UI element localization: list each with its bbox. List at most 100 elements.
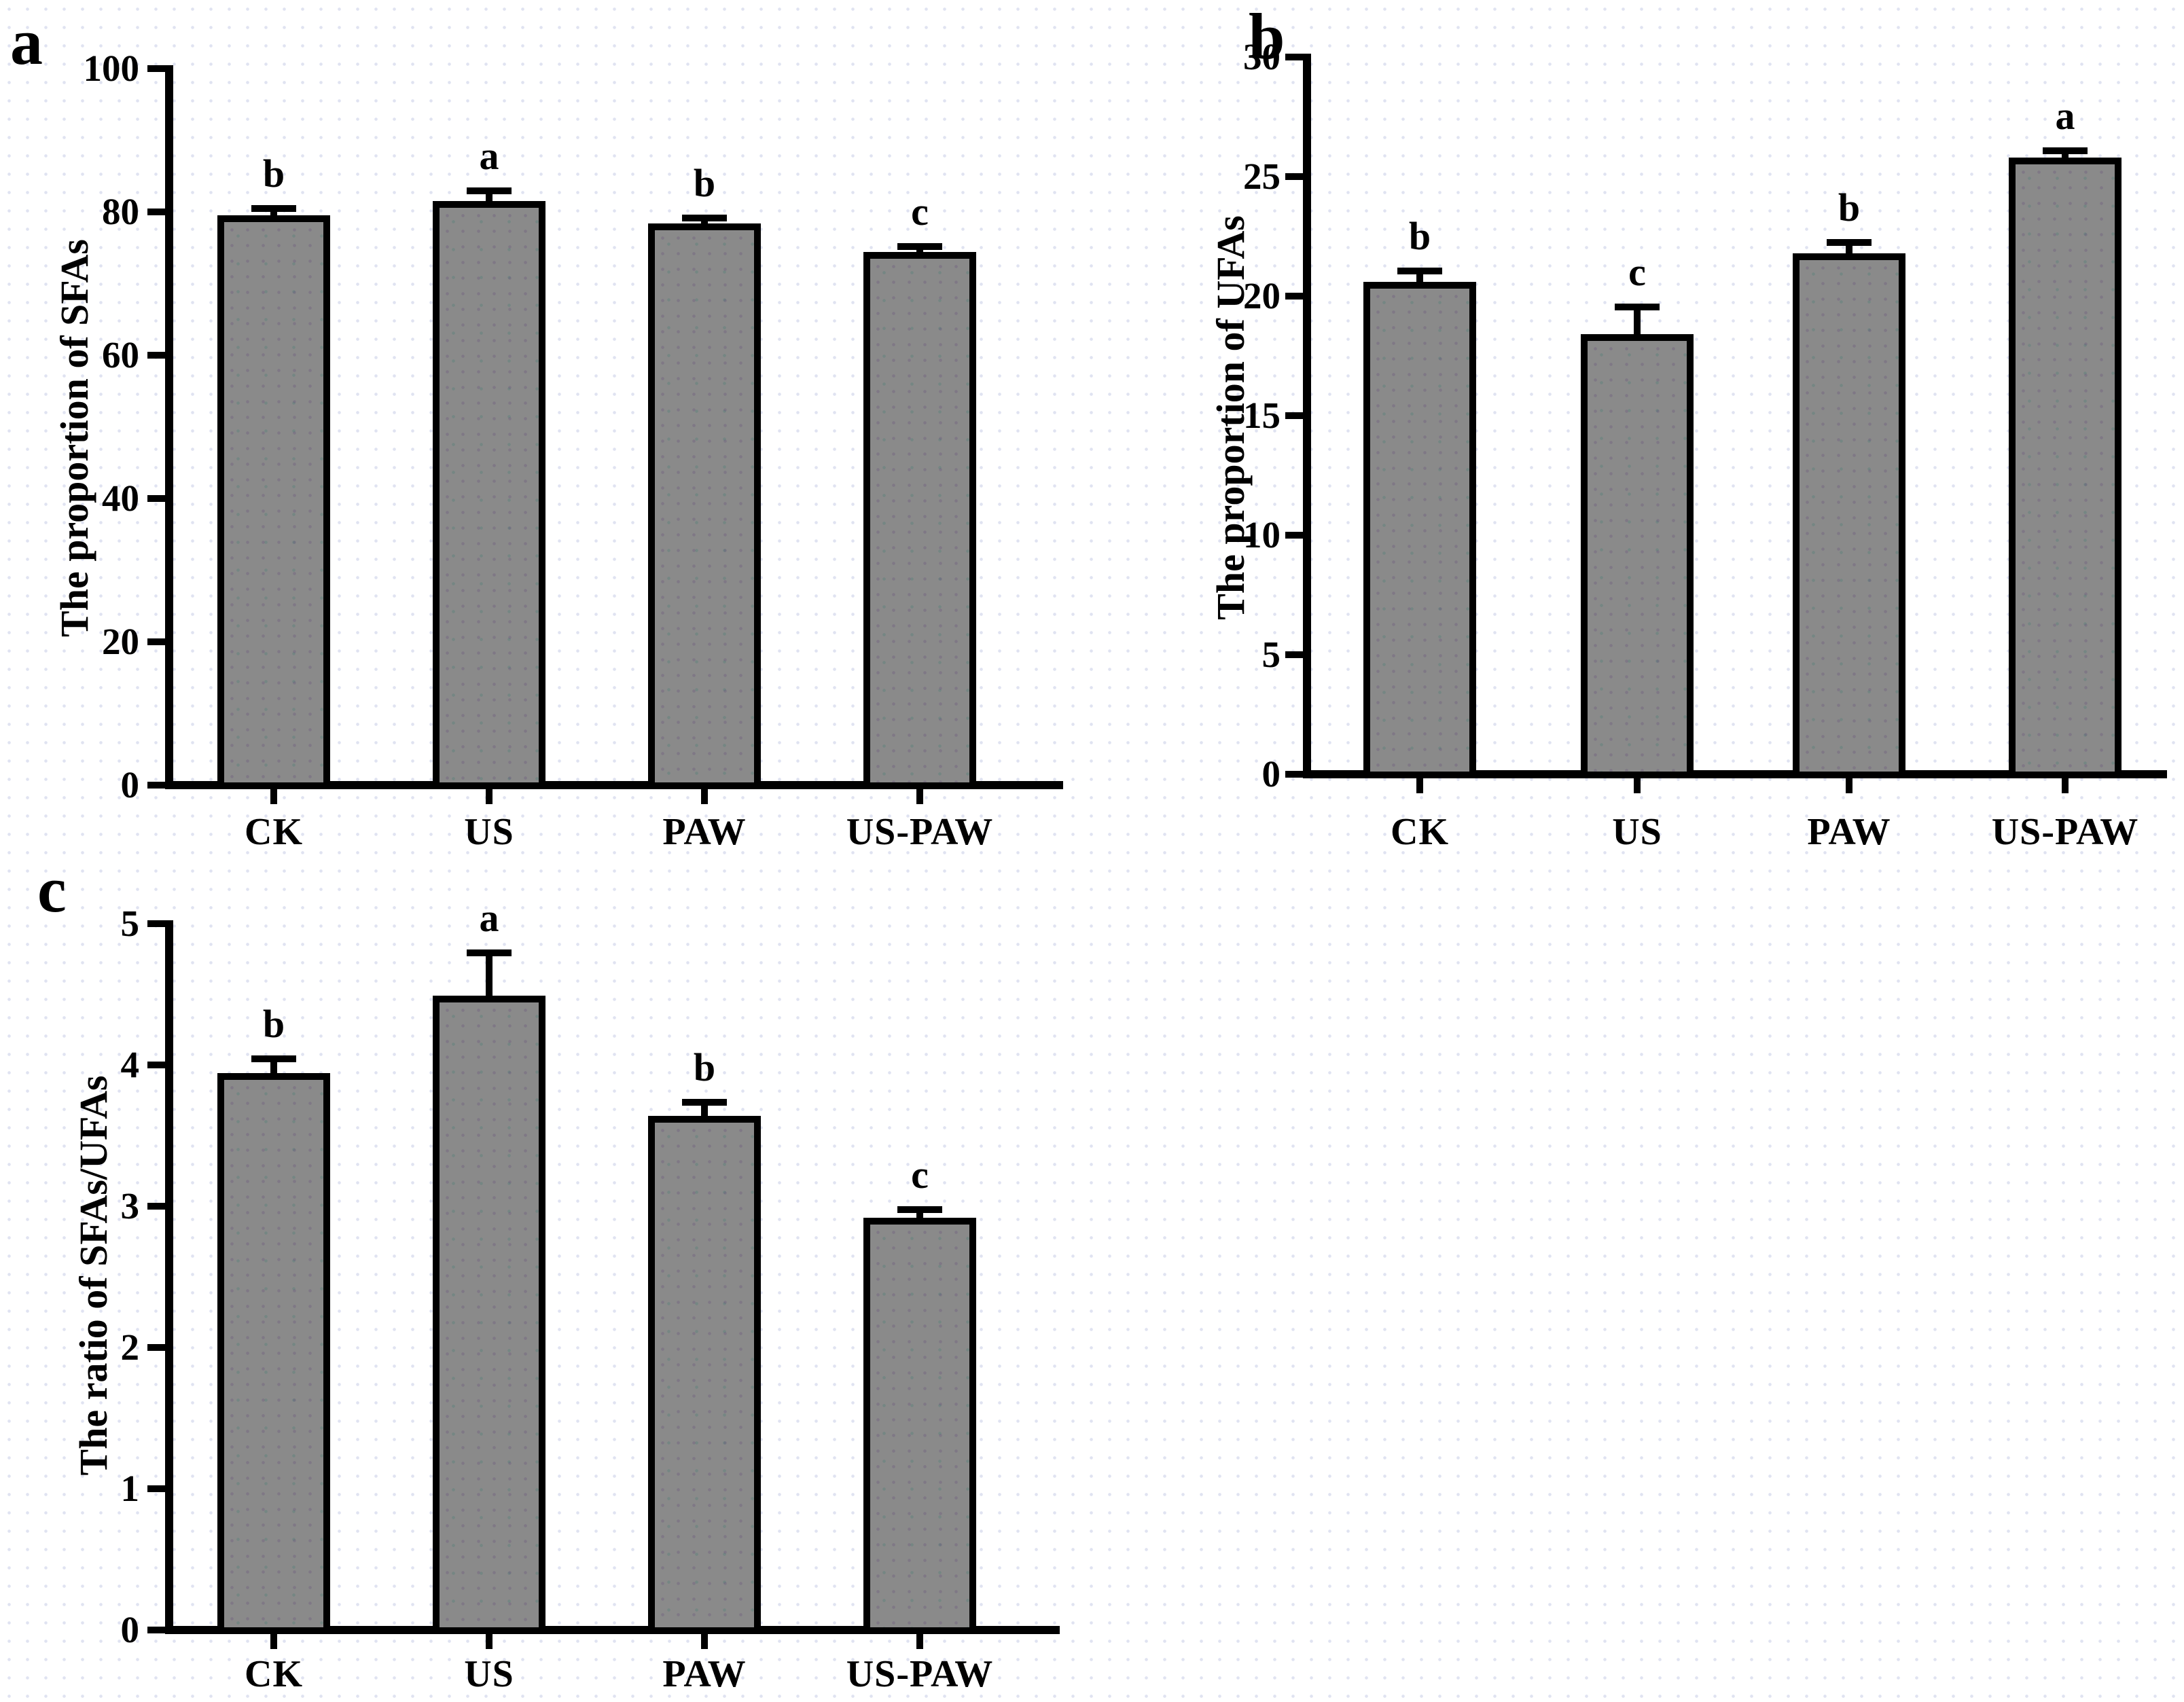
x-axis-label-a-CK: CK — [245, 811, 303, 853]
x-axis-label-c-CK: CK — [245, 1653, 303, 1695]
x-tick-c-US-PAW — [916, 1634, 923, 1649]
y-axis-line-b — [1303, 54, 1311, 778]
bar-a-PAW — [648, 223, 761, 789]
y-tick-a-100 — [147, 65, 165, 72]
y-tick-label-b-20: 20 — [1243, 275, 1281, 316]
x-tick-a-US-PAW — [916, 789, 923, 804]
y-tick-a-60 — [147, 352, 165, 359]
y-tick-label-a-60: 60 — [102, 334, 139, 376]
y-tick-c-2 — [147, 1344, 165, 1351]
y-tick-a-80 — [147, 209, 165, 215]
x-tick-b-US — [1634, 778, 1641, 793]
y-tick-label-c-3: 3 — [120, 1185, 140, 1227]
x-tick-b-CK — [1416, 778, 1423, 793]
x-tick-b-PAW — [1846, 778, 1852, 793]
x-axis-label-b-PAW: PAW — [1807, 811, 1891, 853]
y-tick-label-c-1: 1 — [120, 1468, 140, 1509]
y-tick-c-0 — [147, 1627, 165, 1633]
sig-letter-b-US: c — [1628, 250, 1646, 294]
sig-letter-a-US: a — [479, 134, 499, 178]
bar-a-US-PAW — [863, 252, 976, 789]
y-tick-label-b-25: 25 — [1243, 156, 1281, 197]
y-tick-label-a-20: 20 — [102, 621, 139, 662]
x-axis-label-c-US: US — [464, 1653, 514, 1695]
y-tick-label-a-100: 100 — [83, 48, 140, 89]
error-bar-cap-b-PAW — [1827, 239, 1872, 246]
y-tick-c-1 — [147, 1485, 165, 1492]
sig-letter-a-US-PAW: c — [911, 189, 929, 234]
sig-letter-b-US-PAW: a — [2055, 94, 2075, 138]
error-bar-cap-c-CK — [251, 1055, 296, 1062]
error-bar-cap-a-CK — [251, 205, 296, 212]
x-tick-a-PAW — [701, 789, 708, 804]
x-axis-label-a-PAW: PAW — [662, 811, 747, 853]
y-tick-c-4 — [147, 1062, 165, 1068]
x-axis-line-b — [1303, 770, 2167, 778]
sig-letter-a-CK: b — [262, 151, 285, 196]
error-bar-stem-c-PAW — [701, 1106, 708, 1124]
x-axis-label-b-US: US — [1612, 811, 1662, 853]
y-tick-b-25 — [1285, 173, 1303, 180]
y-tick-label-c-4: 4 — [120, 1044, 140, 1085]
y-tick-a-20 — [147, 638, 165, 645]
error-bar-stem-b-US — [1634, 310, 1641, 342]
y-tick-c-5 — [147, 920, 165, 927]
error-bar-cap-b-US-PAW — [2043, 147, 2088, 154]
bar-c-PAW — [648, 1116, 761, 1634]
error-bar-cap-b-CK — [1397, 268, 1442, 274]
panel-letter-a: a — [10, 5, 43, 78]
x-axis-label-b-CK: CK — [1391, 811, 1449, 853]
sig-letter-a-PAW: b — [693, 161, 716, 205]
x-tick-c-PAW — [701, 1634, 708, 1649]
y-axis-line-a — [165, 65, 173, 789]
sig-letter-b-CK: b — [1408, 214, 1431, 258]
y-tick-label-a-0: 0 — [120, 764, 140, 805]
y-tick-label-b-15: 15 — [1243, 395, 1281, 436]
error-bar-stem-c-US — [486, 956, 493, 1004]
bar-c-CK — [217, 1073, 330, 1634]
x-axis-label-a-US: US — [464, 811, 514, 853]
y-tick-label-a-40: 40 — [102, 477, 139, 519]
y-axis-line-c — [165, 920, 173, 1634]
y-tick-label-b-30: 30 — [1243, 36, 1281, 77]
error-bar-cap-a-PAW — [682, 215, 727, 221]
error-bar-stem-c-CK — [270, 1062, 277, 1082]
error-bar-cap-a-US-PAW — [897, 243, 942, 250]
y-tick-b-0 — [1285, 771, 1303, 778]
x-axis-label-b-US-PAW: US-PAW — [1991, 811, 2139, 853]
y-tick-a-40 — [147, 495, 165, 502]
x-axis-label-c-US-PAW: US-PAW — [846, 1653, 994, 1695]
x-tick-c-US — [486, 1634, 493, 1649]
sig-letter-c-US: a — [479, 896, 499, 940]
error-bar-cap-c-PAW — [682, 1099, 727, 1106]
y-axis-title-c: The ratio of SFAs/UFAs — [71, 1075, 115, 1476]
error-bar-cap-a-US — [467, 187, 512, 194]
bar-c-US-PAW — [863, 1218, 976, 1634]
y-tick-label-c-5: 5 — [120, 903, 140, 944]
x-tick-a-US — [486, 789, 493, 804]
bar-b-US — [1581, 334, 1694, 778]
y-tick-label-b-10: 10 — [1243, 514, 1281, 556]
y-tick-label-c-2: 2 — [120, 1326, 140, 1368]
panel-letter-c: c — [37, 853, 67, 926]
y-tick-b-10 — [1285, 532, 1303, 539]
sig-letter-c-CK: b — [262, 1002, 285, 1046]
y-tick-b-15 — [1285, 412, 1303, 419]
bar-a-US — [433, 201, 545, 789]
y-tick-label-b-0: 0 — [1261, 753, 1281, 795]
bar-a-CK — [217, 215, 330, 789]
x-axis-label-a-US-PAW: US-PAW — [846, 811, 994, 853]
panel-letter-b: b — [1249, 0, 1285, 73]
y-tick-b-30 — [1285, 54, 1303, 60]
y-tick-label-b-5: 5 — [1261, 634, 1281, 675]
y-tick-b-5 — [1285, 651, 1303, 658]
y-tick-b-20 — [1285, 293, 1303, 300]
y-tick-label-a-80: 80 — [102, 191, 139, 232]
y-tick-label-c-0: 0 — [120, 1609, 140, 1650]
x-tick-a-CK — [270, 789, 277, 804]
x-tick-c-CK — [270, 1634, 277, 1649]
sig-letter-c-PAW: b — [693, 1045, 716, 1089]
bar-b-PAW — [1793, 253, 1905, 778]
